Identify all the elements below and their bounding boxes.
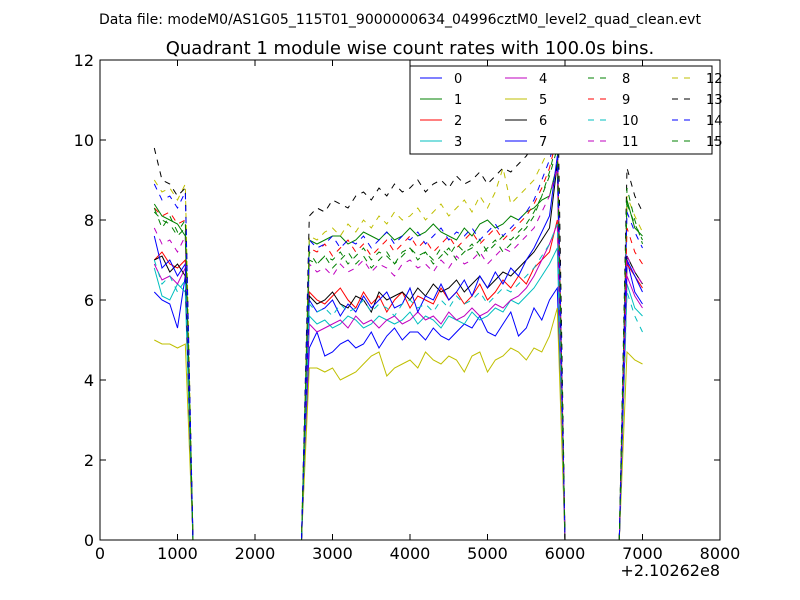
x-tick-label: 4000 bbox=[390, 544, 431, 563]
legend-label-10: 10 bbox=[622, 114, 639, 129]
series-line-11 bbox=[153, 167, 643, 541]
legend-label-8: 8 bbox=[622, 72, 630, 87]
series-line-15 bbox=[153, 147, 643, 541]
y-tick-label: 0 bbox=[84, 531, 94, 550]
x-tick-label: 7000 bbox=[622, 544, 663, 563]
figure-suptitle: Data file: modeM0/AS1G05_115T01_90000006… bbox=[99, 12, 701, 28]
legend-label-1: 1 bbox=[454, 93, 462, 108]
y-tick-label: 12 bbox=[74, 51, 94, 70]
x-tick-label: 3000 bbox=[312, 544, 353, 563]
legend-label-9: 9 bbox=[622, 93, 630, 108]
legend-label-6: 6 bbox=[539, 114, 547, 129]
legend-label-12: 12 bbox=[706, 72, 723, 87]
y-tick-label: 6 bbox=[84, 291, 94, 310]
x-tick-label: 2000 bbox=[235, 544, 276, 563]
legend-label-15: 15 bbox=[706, 135, 723, 150]
y-tick-label: 2 bbox=[84, 451, 94, 470]
series-line-0 bbox=[153, 259, 643, 541]
legend-label-0: 0 bbox=[454, 72, 462, 87]
series-line-9 bbox=[153, 135, 643, 541]
series-layer bbox=[153, 67, 643, 541]
legend-label-3: 3 bbox=[454, 135, 462, 150]
x-tick-label: 6000 bbox=[545, 544, 586, 563]
legend-box bbox=[409, 65, 713, 155]
legend-label-7: 7 bbox=[539, 135, 547, 150]
y-tick-label: 8 bbox=[84, 211, 94, 230]
series-line-5 bbox=[154, 307, 643, 541]
y-tick-label: 10 bbox=[74, 131, 94, 150]
x-tick-label: 1000 bbox=[157, 544, 198, 563]
y-tick-label: 4 bbox=[84, 371, 94, 390]
legend-label-4: 4 bbox=[539, 72, 547, 87]
series-line-13 bbox=[153, 67, 643, 541]
legend-label-2: 2 bbox=[454, 114, 462, 129]
x-tick-label: 5000 bbox=[467, 544, 508, 563]
x-offset-label: +2.10262e8 bbox=[620, 561, 720, 580]
axes-ticks: 0 1000 2000 3000 4000 5000 6000 7000 80000246810… bbox=[74, 51, 741, 563]
legend-label-11: 11 bbox=[622, 135, 639, 150]
x-tick-label: 8000 bbox=[700, 544, 741, 563]
x-tick-label: 0 bbox=[95, 544, 105, 563]
series-line-7 bbox=[153, 155, 643, 541]
series-line-14 bbox=[153, 131, 643, 541]
legend-label-5: 5 bbox=[539, 93, 547, 108]
legend-label-13: 13 bbox=[706, 93, 723, 108]
chart-title: Quadrant 1 module wise count rates with … bbox=[166, 38, 655, 59]
legend-label-14: 14 bbox=[706, 114, 723, 129]
